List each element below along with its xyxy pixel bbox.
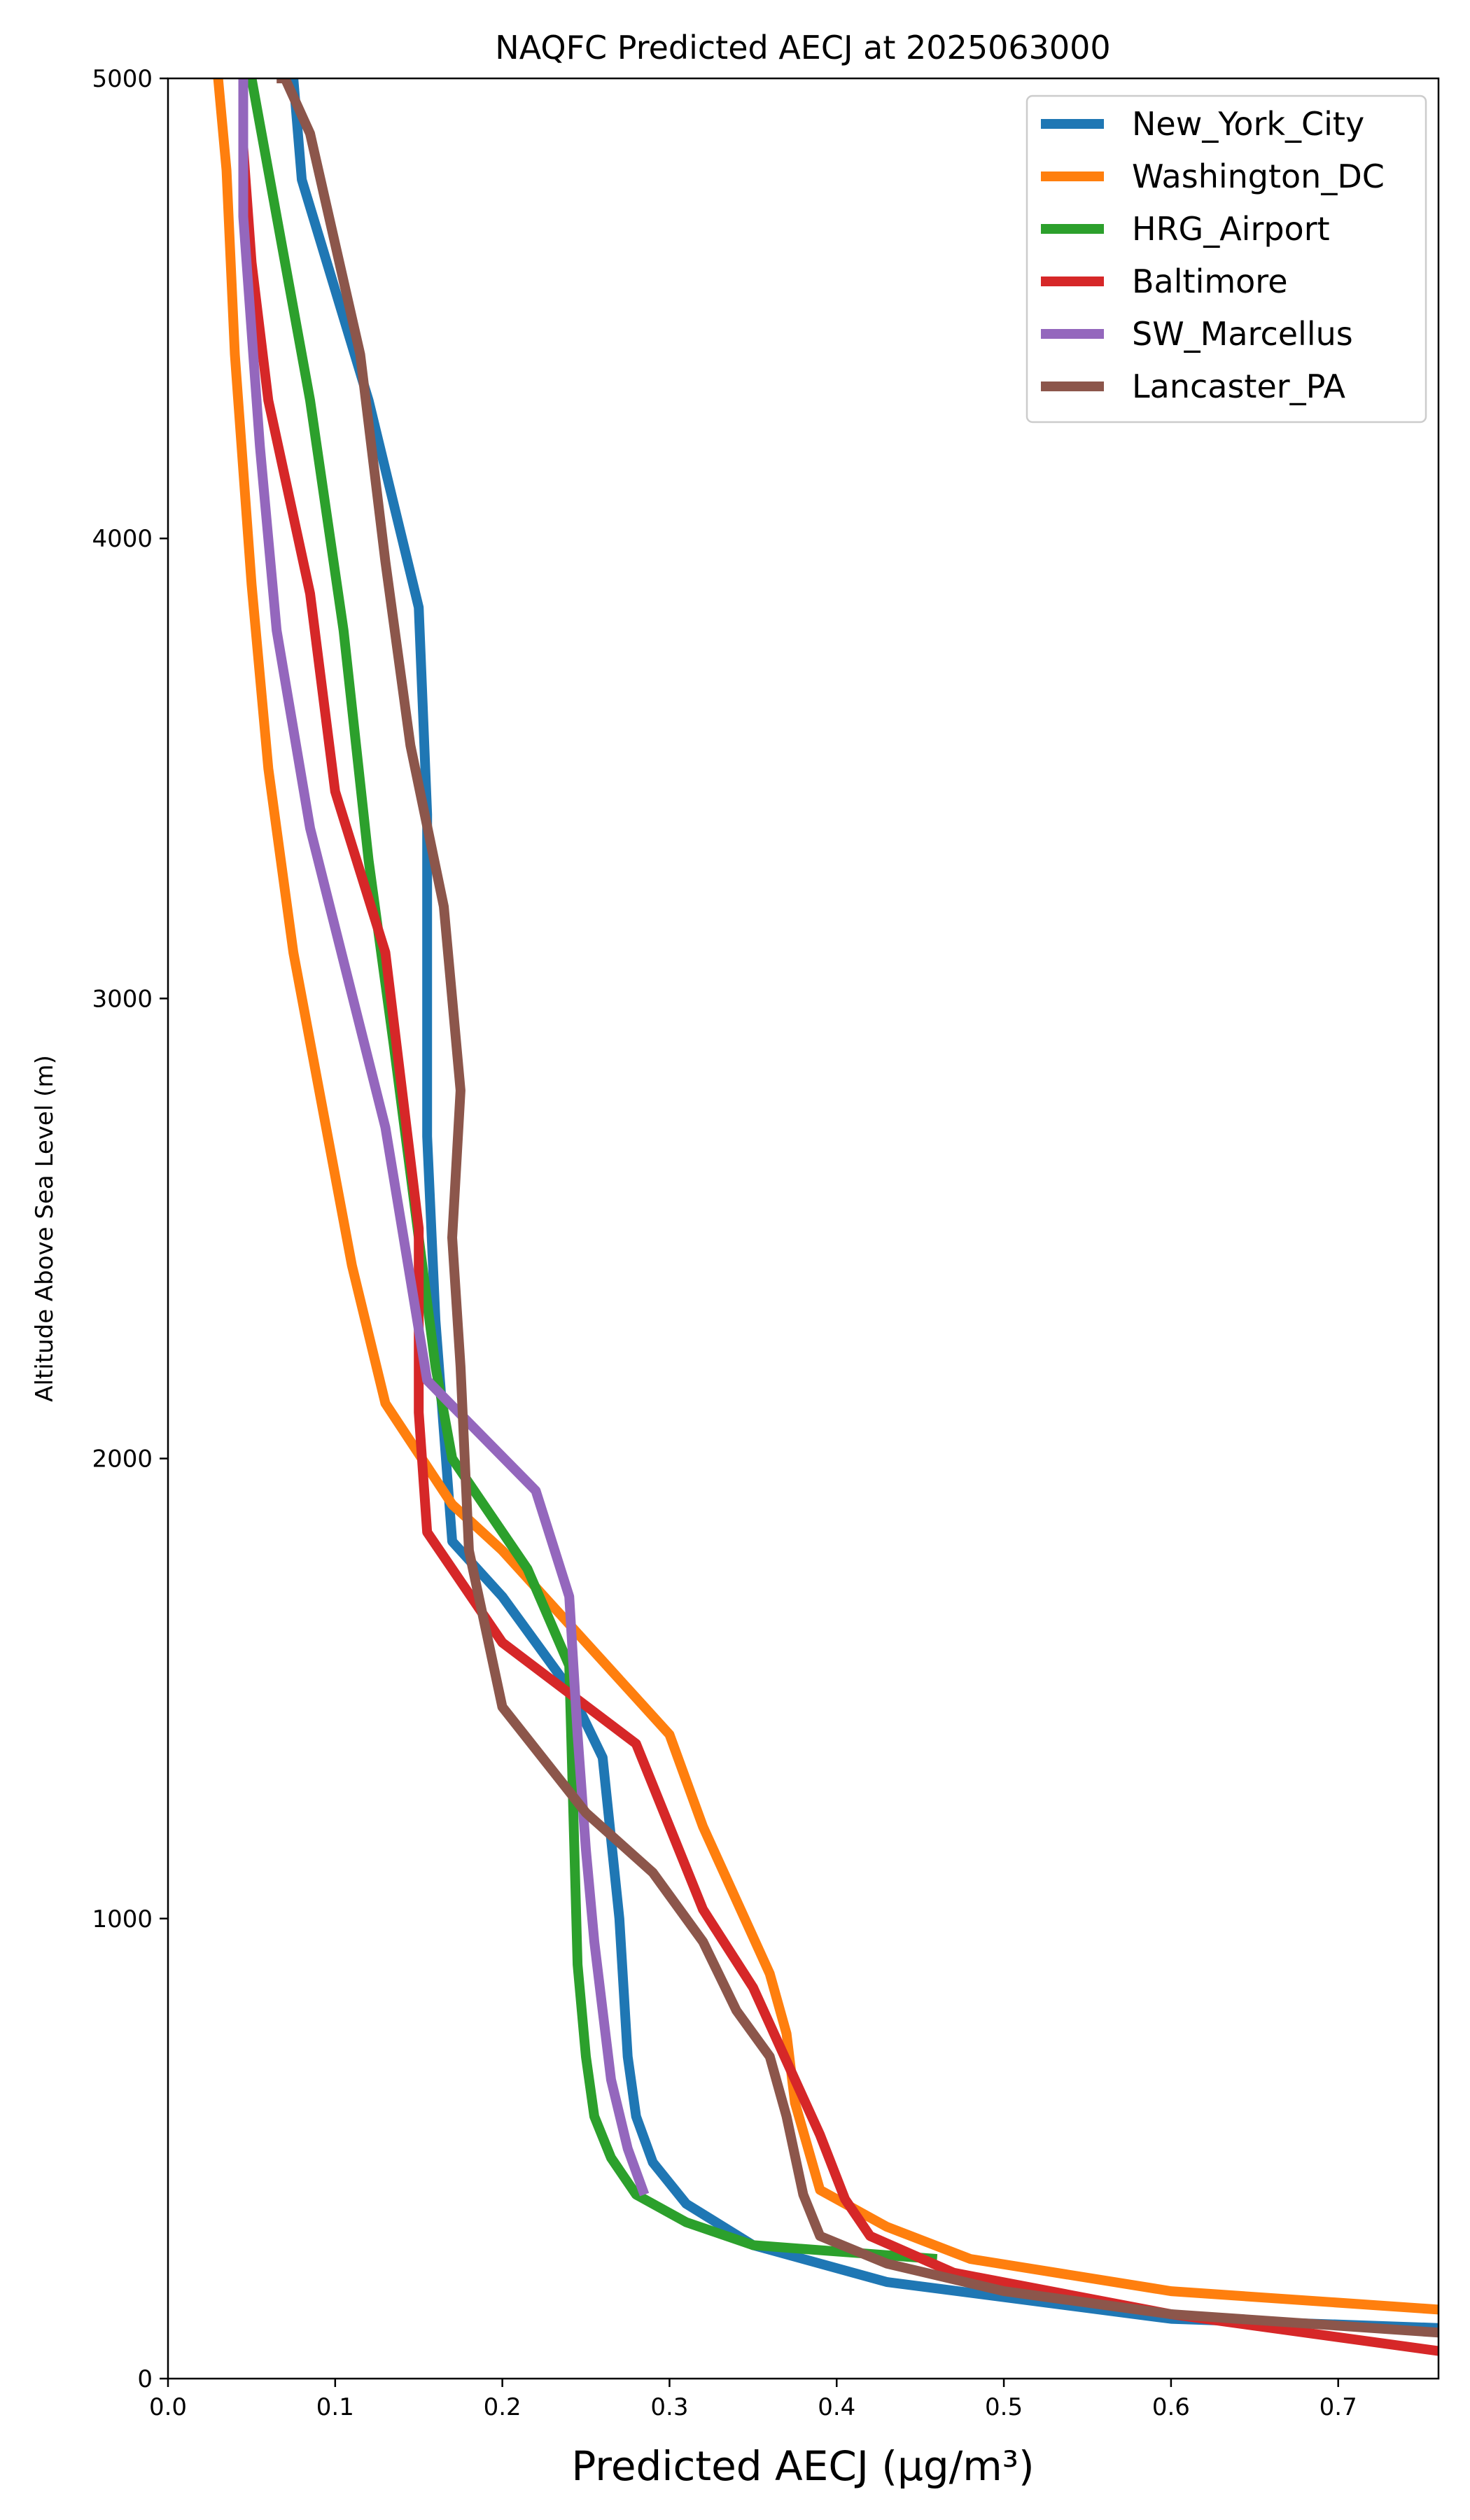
x-tick-label: 0.3 bbox=[650, 2393, 688, 2421]
series-line-baltimore bbox=[238, 78, 1438, 2356]
x-tick-label: 0.7 bbox=[1320, 2393, 1357, 2421]
y-axis-label: Altitude Above Sea Level (m) bbox=[31, 1055, 59, 1402]
series-line-sw-marcellus bbox=[238, 78, 650, 2197]
y-tick-label: 3000 bbox=[92, 985, 153, 1013]
legend-label: HRG_Airport bbox=[1132, 210, 1330, 248]
legend-label: Washington_DC bbox=[1132, 158, 1385, 195]
y-tick-label: 5000 bbox=[92, 65, 153, 93]
plot-frame bbox=[167, 77, 1440, 2380]
legend-box bbox=[1026, 94, 1427, 424]
y-tick-label: 4000 bbox=[92, 525, 153, 553]
x-tick-label: 0.5 bbox=[985, 2393, 1023, 2421]
y-tick-label: 2000 bbox=[92, 1446, 153, 1474]
x-axis-label: Predicted AECJ (μg/m³) bbox=[571, 2442, 1034, 2490]
x-axis: 0.0 0.1 0.2 0.3 0.4 0.5 0.6 0.7 bbox=[149, 2379, 1357, 2421]
legend: New_York_City Washington_DC HRG_Airport Bal… bbox=[1026, 94, 1427, 424]
series-layer bbox=[213, 78, 1438, 2356]
series-line-hrg-airport bbox=[246, 78, 938, 2264]
x-tick-label: 0.1 bbox=[316, 2393, 354, 2421]
legend-label: New_York_City bbox=[1132, 105, 1364, 143]
legend-label: SW_Marcellus bbox=[1132, 315, 1353, 353]
series-line-washington-dc bbox=[213, 78, 1438, 2315]
legend-label: Baltimore bbox=[1132, 262, 1288, 300]
legend-items: New_York_City Washington_DC HRG_Airport Bal… bbox=[1041, 105, 1385, 405]
y-tick-label: 0 bbox=[137, 2365, 153, 2393]
x-tick-label: 0.6 bbox=[1152, 2393, 1190, 2421]
x-tick-label: 0.4 bbox=[818, 2393, 855, 2421]
plot-area bbox=[167, 77, 1440, 2380]
y-tick-label: 1000 bbox=[92, 1905, 153, 1933]
legend-label: Lancaster_PA bbox=[1132, 368, 1345, 405]
series-line-lancaster-pa bbox=[276, 78, 1438, 2338]
x-tick-label: 0.0 bbox=[149, 2393, 187, 2421]
chart-title: NAQFC Predicted AECJ at 2025063000 bbox=[495, 29, 1110, 66]
y-axis: 0 1000 2000 3000 4000 5000 bbox=[92, 65, 168, 2393]
x-tick-label: 0.2 bbox=[484, 2393, 522, 2421]
